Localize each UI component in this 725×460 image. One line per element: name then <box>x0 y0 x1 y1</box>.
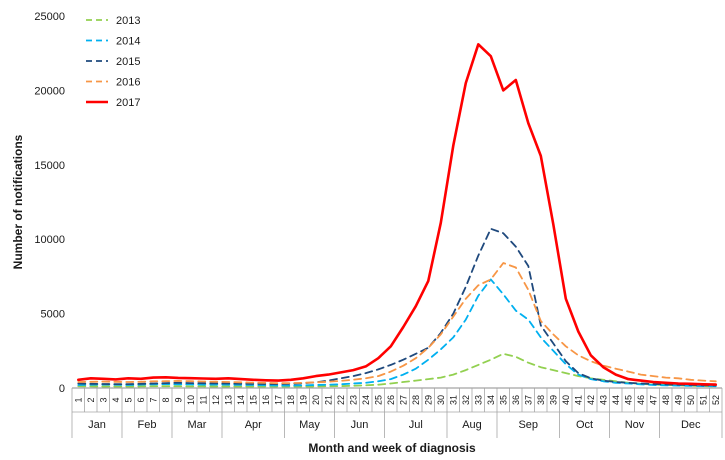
week-label: 49 <box>673 395 683 405</box>
y-tick-label: 15000 <box>34 160 65 172</box>
month-label: Sep <box>518 419 538 431</box>
week-label: 24 <box>361 395 371 405</box>
week-label: 5 <box>123 397 133 402</box>
week-label: 22 <box>336 395 346 405</box>
week-label: 39 <box>548 395 558 405</box>
series-line-2016 <box>77 262 717 385</box>
month-label: Nov <box>625 419 645 431</box>
week-label: 42 <box>586 395 596 405</box>
week-label: 28 <box>411 395 421 405</box>
y-tick-label: 0 <box>59 383 65 395</box>
y-axis-ticks: 0 5000 10000 15000 20000 25000 <box>34 11 65 395</box>
week-label: 18 <box>286 395 296 405</box>
month-label: Mar <box>188 419 207 431</box>
week-label: 4 <box>111 397 121 402</box>
series-line-2015 <box>77 227 717 387</box>
week-label: 29 <box>423 395 433 405</box>
week-label: 43 <box>598 395 608 405</box>
week-label: 34 <box>486 395 496 405</box>
series-line-2017 <box>77 43 718 386</box>
week-label: 30 <box>436 395 446 405</box>
week-label: 37 <box>523 395 533 405</box>
month-label: Oct <box>576 419 593 431</box>
week-label: 16 <box>261 395 271 405</box>
week-label: 50 <box>686 395 696 405</box>
week-label: 47 <box>648 395 658 405</box>
week-label: 10 <box>186 395 196 405</box>
week-label: 48 <box>661 395 671 405</box>
week-label: 38 <box>536 395 546 405</box>
week-label: 3 <box>98 397 108 402</box>
week-label: 31 <box>448 395 458 405</box>
week-label: 44 <box>611 395 621 405</box>
y-tick-label: 20000 <box>34 85 65 97</box>
legend-label-2016: 2016 <box>116 77 140 89</box>
x-axis-week-labels: 1 2 3 4 5 6 7 8 9 10 11 12 13 14 15 16 17 18 19 20 21 22 23 24 2… <box>73 395 721 405</box>
y-tick-label: 25000 <box>34 11 65 23</box>
week-label: 41 <box>573 395 583 405</box>
week-label: 36 <box>511 395 521 405</box>
series-line-2014 <box>77 278 717 388</box>
month-label: Jan <box>88 419 106 431</box>
month-label: Aug <box>462 419 482 431</box>
week-label: 6 <box>136 397 146 402</box>
week-label: 25 <box>373 395 383 405</box>
week-label: 14 <box>236 395 246 405</box>
week-label: 8 <box>161 397 171 402</box>
series-lines <box>77 43 718 388</box>
week-label: 13 <box>223 395 233 405</box>
week-label: 21 <box>323 395 333 405</box>
week-label: 19 <box>298 395 308 405</box>
x-axis-month-labels: Jan Feb Mar Apr May Jun Jul Aug Sep Oct Nov Dec <box>88 419 701 431</box>
legend-label-2013: 2013 <box>116 15 140 27</box>
week-label: 23 <box>348 395 358 405</box>
legend-label-2017: 2017 <box>116 97 140 109</box>
week-label: 11 <box>198 395 208 404</box>
week-label: 20 <box>311 395 321 405</box>
week-label: 52 <box>711 395 721 405</box>
week-label: 32 <box>461 395 471 405</box>
month-label: Dec <box>681 419 701 431</box>
legend-label-2014: 2014 <box>116 36 140 48</box>
week-label: 17 <box>273 395 283 405</box>
week-label: 33 <box>473 395 483 405</box>
legend: 2013 2014 2015 2016 2017 <box>86 15 140 109</box>
week-label: 45 <box>623 395 633 405</box>
month-label: Feb <box>138 419 157 431</box>
week-label: 12 <box>211 395 221 405</box>
y-tick-label: 5000 <box>41 309 65 321</box>
week-label: 7 <box>148 397 158 402</box>
week-label: 27 <box>398 395 408 405</box>
week-label: 26 <box>386 395 396 405</box>
y-axis-title: Number of notifications <box>11 134 25 269</box>
week-label: 35 <box>498 395 508 405</box>
week-label: 2 <box>86 397 96 402</box>
week-label: 46 <box>636 395 646 405</box>
week-label: 9 <box>173 397 183 402</box>
month-label: Jun <box>351 419 369 431</box>
week-label: 40 <box>561 395 571 405</box>
month-label: May <box>299 419 320 431</box>
legend-label-2015: 2015 <box>116 56 140 68</box>
week-label: 15 <box>248 395 258 405</box>
x-axis-title: Month and week of diagnosis <box>308 441 476 455</box>
week-label: 51 <box>698 395 708 405</box>
axes <box>71 387 723 438</box>
y-tick-label: 10000 <box>34 234 65 246</box>
month-label: Jul <box>409 419 423 431</box>
week-label: 1 <box>73 397 83 402</box>
month-label: Apr <box>245 419 262 431</box>
